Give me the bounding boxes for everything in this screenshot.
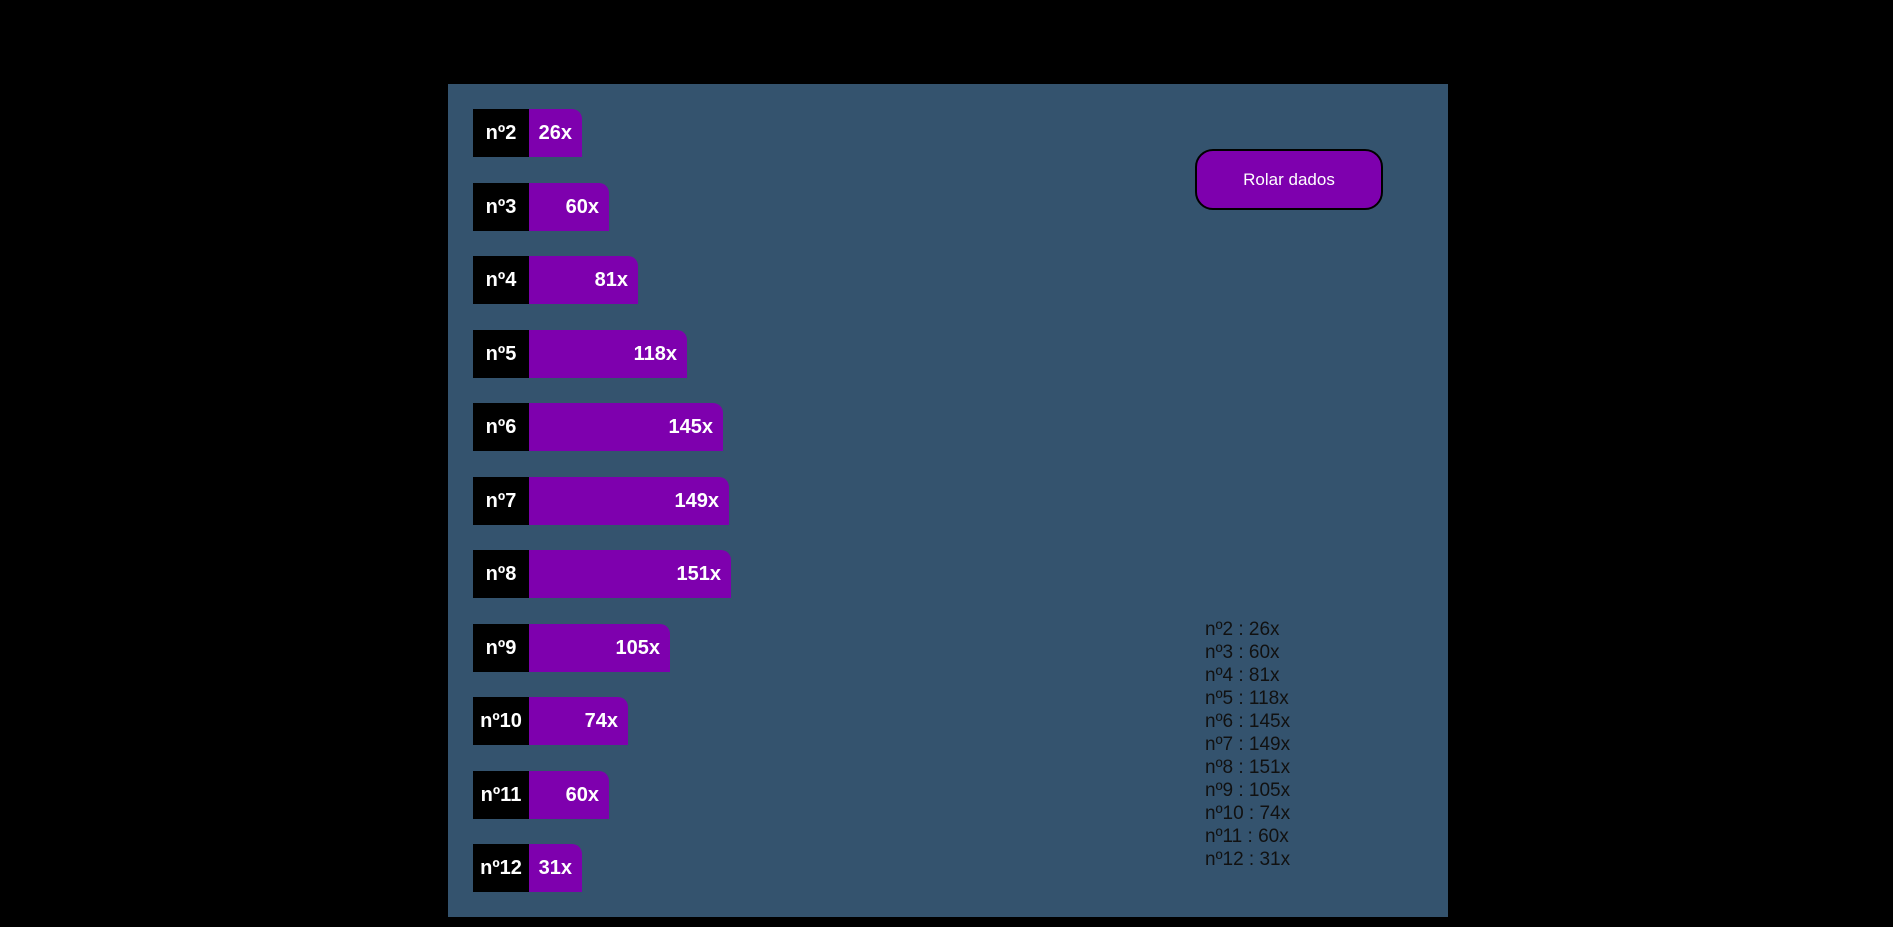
result-item: nº8 : 151x xyxy=(1205,757,1291,778)
bar-value: 31x xyxy=(529,844,582,892)
result-item: nº2 : 26x xyxy=(1205,619,1280,640)
result-item: nº3 : 60x xyxy=(1205,642,1280,663)
bar-category-label: nº2 xyxy=(473,109,529,157)
bar-row: nº6 145x xyxy=(473,403,723,451)
bar-row: nº8 151x xyxy=(473,550,731,598)
bar-row: nº12 31x xyxy=(473,844,582,892)
bar-value: 151x xyxy=(529,550,731,598)
bar-category-label: nº11 xyxy=(473,771,529,819)
result-item: nº5 : 118x xyxy=(1205,688,1289,709)
roll-dice-button[interactable]: Rolar dados xyxy=(1195,149,1383,210)
bar-value: 145x xyxy=(529,403,723,451)
bar-row: nº3 60x xyxy=(473,183,609,231)
bar-category-label: nº4 xyxy=(473,256,529,304)
bar-value: 26x xyxy=(529,109,582,157)
result-item: nº6 : 145x xyxy=(1205,711,1291,732)
bar-row: nº7 149x xyxy=(473,477,729,525)
bar-value: 105x xyxy=(529,624,670,672)
bar-value: 81x xyxy=(529,256,638,304)
bar-value: 74x xyxy=(529,697,628,745)
bar-category-label: nº9 xyxy=(473,624,529,672)
result-item: nº12 : 31x xyxy=(1205,849,1291,870)
result-item: nº11 : 60x xyxy=(1205,826,1289,847)
bar-value: 60x xyxy=(529,183,609,231)
bar-row: nº9 105x xyxy=(473,624,670,672)
bar-category-label: nº10 xyxy=(473,697,529,745)
bar-row: nº11 60x xyxy=(473,771,609,819)
bar-category-label: nº7 xyxy=(473,477,529,525)
result-item: nº4 : 81x xyxy=(1205,665,1280,686)
bar-row: nº2 26x xyxy=(473,109,582,157)
bar-category-label: nº8 xyxy=(473,550,529,598)
results-list: nº2 : 26x nº3 : 60x nº4 : 81x nº5 : 118x nº6… xyxy=(1205,618,1290,871)
bar-row: nº4 81x xyxy=(473,256,638,304)
bar-category-label: nº3 xyxy=(473,183,529,231)
bar-value: 118x xyxy=(529,330,687,378)
bar-row: nº5 118x xyxy=(473,330,687,378)
main-panel: nº2 26x nº3 60x nº4 81x nº5 118x nº6 145x nº7 149x n… xyxy=(448,84,1448,917)
bar-category-label: nº5 xyxy=(473,330,529,378)
bar-category-label: nº6 xyxy=(473,403,529,451)
bar-value: 149x xyxy=(529,477,729,525)
bar-value: 60x xyxy=(529,771,609,819)
result-item: nº7 : 149x xyxy=(1205,734,1291,755)
result-item: nº10 : 74x xyxy=(1205,803,1291,824)
bar-category-label: nº12 xyxy=(473,844,529,892)
result-item: nº9 : 105x xyxy=(1205,780,1291,801)
bar-row: nº10 74x xyxy=(473,697,628,745)
